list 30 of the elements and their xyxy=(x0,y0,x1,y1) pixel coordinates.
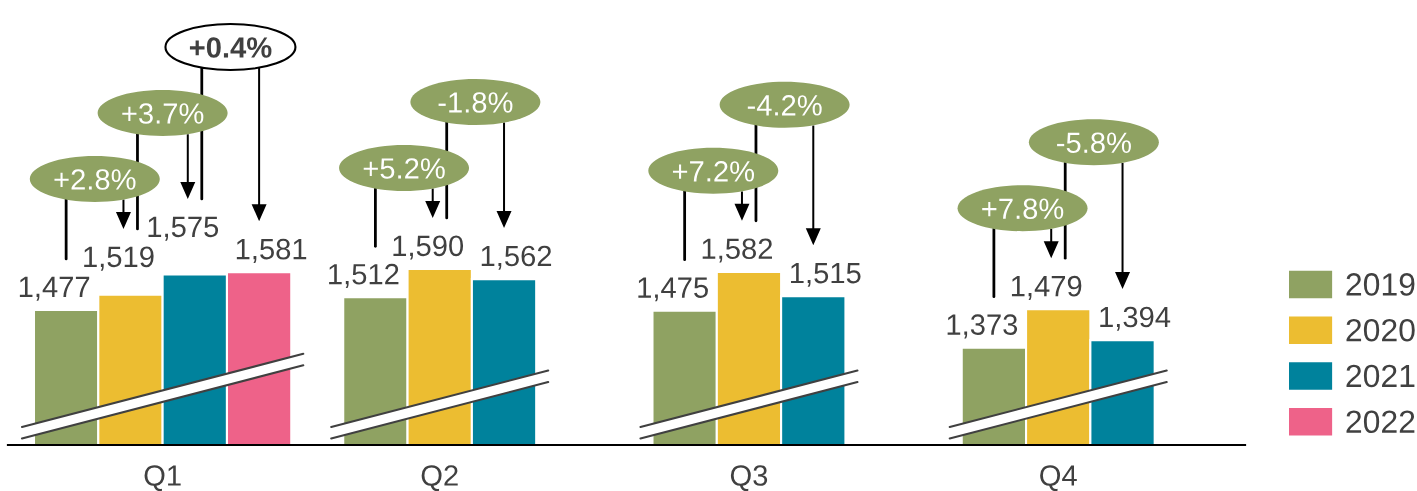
data-label: 1,373 xyxy=(947,314,1018,339)
text: +2.8% xyxy=(54,169,136,190)
x-tick-label: Q1 xyxy=(144,465,181,491)
data-label: 1,562 xyxy=(481,245,552,270)
data-label: 1,575 xyxy=(148,216,219,241)
data-label: 1,475 xyxy=(638,277,708,302)
x-tick-label: Q4 xyxy=(1040,465,1077,491)
text: -4.2% xyxy=(747,95,822,116)
legend-label: 2020 xyxy=(1346,318,1415,342)
x-tick-label: Q2 xyxy=(421,465,458,491)
data-label: 1,515 xyxy=(791,263,861,287)
text: +0.4% xyxy=(189,37,272,58)
data-label: 1,512 xyxy=(329,263,399,288)
data-label: 1,590 xyxy=(393,235,464,260)
data-label: 1,477 xyxy=(19,276,90,301)
legend-label: 2022 xyxy=(1346,410,1415,434)
data-label: 1,479 xyxy=(1011,275,1082,300)
text: +3.7% xyxy=(122,103,204,124)
text: -1.8% xyxy=(438,92,513,113)
legend-label: 2019 xyxy=(1346,273,1415,296)
data-label: 1,581 xyxy=(236,238,307,263)
data-label: 1,394 xyxy=(1100,306,1171,331)
text: -5.8% xyxy=(1057,132,1131,154)
legend-label: 2021 xyxy=(1346,364,1415,388)
text: +7.8% xyxy=(982,198,1064,220)
data-label: 1,519 xyxy=(84,246,154,271)
x-tick-label: Q3 xyxy=(730,465,768,491)
data-label: 1,582 xyxy=(702,238,772,263)
text: +7.2% xyxy=(672,161,755,182)
text: +5.2% xyxy=(363,158,445,179)
